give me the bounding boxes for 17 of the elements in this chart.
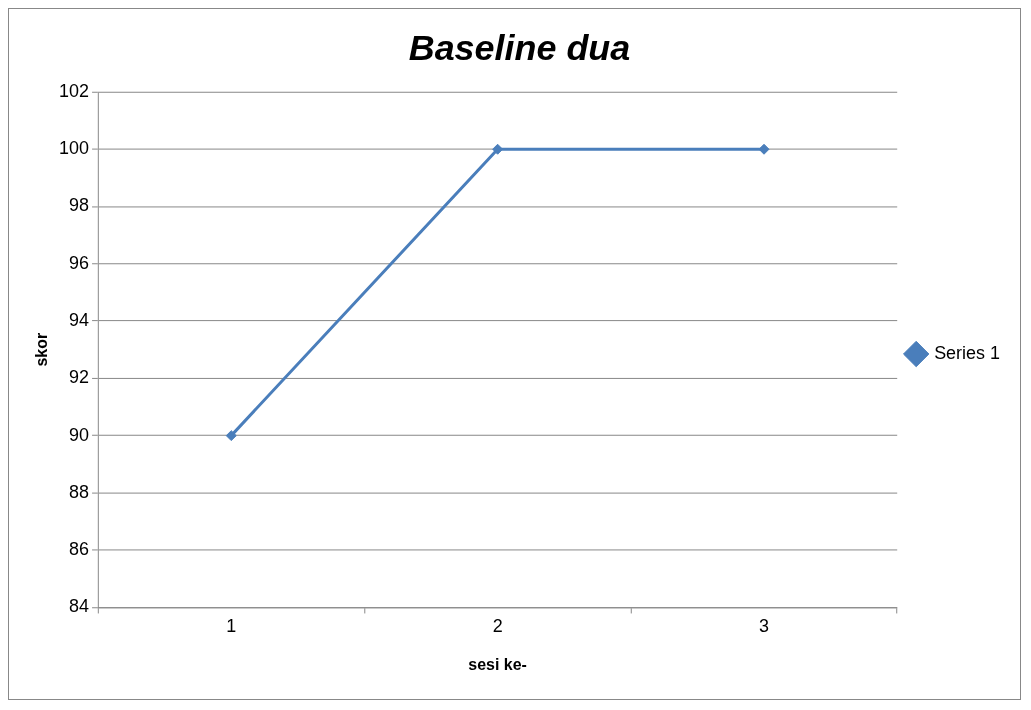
y-tick-label: 100 xyxy=(59,138,90,159)
y-axis-title: skor xyxy=(32,332,50,367)
y-tick-label: 90 xyxy=(69,424,90,445)
y-tick-label: 98 xyxy=(69,195,90,216)
x-tick-label: 1 xyxy=(226,616,237,637)
y-tick-label: 94 xyxy=(69,310,90,331)
chart-title: Baseline dua xyxy=(408,27,631,69)
y-tick-label: 86 xyxy=(69,539,90,560)
y-tick-label: 92 xyxy=(69,367,90,388)
y-tick-label: 84 xyxy=(69,596,90,617)
y-tick-label: 102 xyxy=(59,80,90,101)
x-tick-label: 2 xyxy=(492,616,503,637)
legend-label: Series 1 xyxy=(934,342,1000,363)
x-tick-label: 3 xyxy=(759,616,770,637)
y-tick-label: 88 xyxy=(69,481,90,502)
x-axis-title: sesi ke- xyxy=(468,655,527,673)
y-tick-label: 96 xyxy=(69,252,90,273)
